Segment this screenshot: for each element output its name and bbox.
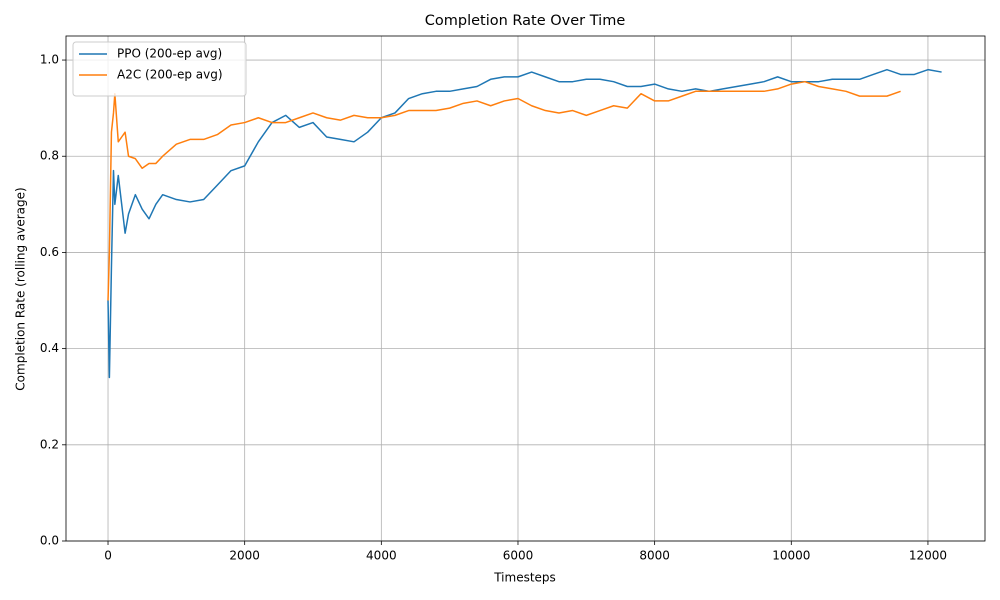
legend-label: A2C (200-ep avg): [117, 68, 223, 82]
x-tick-label: 12000: [909, 549, 947, 563]
y-tick-label: 0.4: [40, 341, 59, 355]
y-tick-label: 0.2: [40, 437, 59, 451]
chart-title: Completion Rate Over Time: [425, 13, 626, 29]
x-tick-label: 8000: [639, 549, 670, 563]
y-tick-label: 1.0: [40, 53, 59, 67]
plot-frame: [65, 35, 986, 542]
x-tick-label: 6000: [503, 549, 534, 563]
x-tick-label: 2000: [229, 549, 260, 563]
data-line: [107, 80, 901, 301]
x-tick-label: 0: [104, 549, 112, 563]
y-axis-label: Completion Rate (rolling average): [14, 187, 28, 390]
x-tick-label: 10000: [772, 549, 810, 563]
data-line: [107, 68, 942, 379]
y-tick-label: 0.0: [40, 534, 59, 548]
legend-label: PPO (200-ep avg): [117, 47, 222, 61]
y-tick-label: 0.6: [40, 245, 59, 259]
x-axis-label: Timesteps: [493, 571, 556, 585]
x-tick-label: 4000: [366, 549, 397, 563]
y-tick-label: 0.8: [40, 149, 59, 163]
legend-box: [72, 41, 247, 97]
